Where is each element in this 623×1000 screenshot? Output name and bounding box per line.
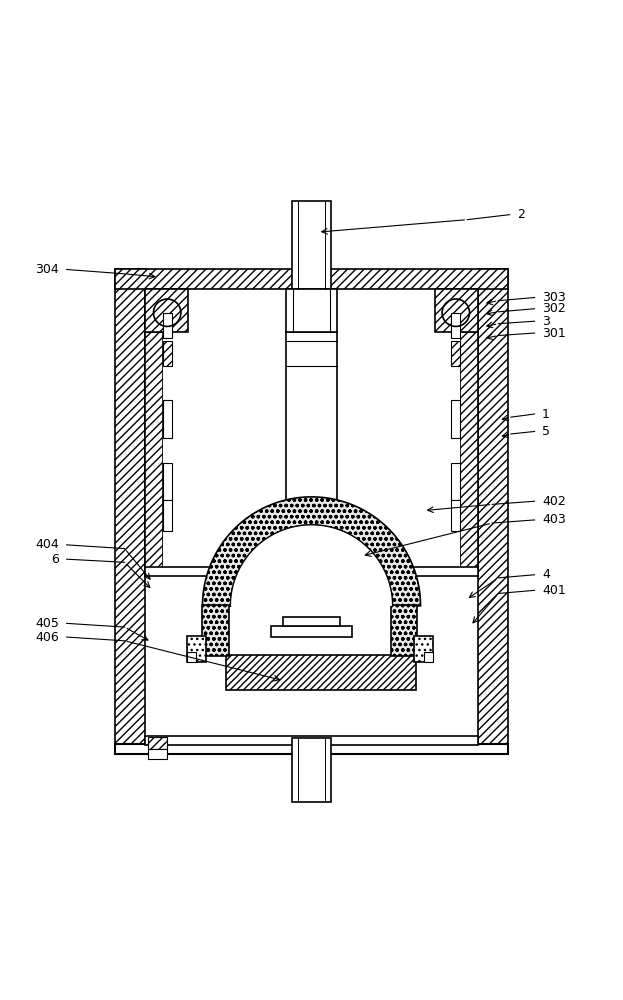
Bar — [391, 605, 417, 656]
Text: 4: 4 — [542, 568, 550, 581]
Text: 402: 402 — [542, 495, 566, 508]
Bar — [451, 463, 460, 500]
Text: 403: 403 — [542, 513, 566, 526]
Bar — [163, 341, 172, 366]
Polygon shape — [231, 525, 392, 606]
Bar — [435, 289, 478, 332]
Polygon shape — [202, 497, 421, 606]
Bar — [453, 332, 460, 569]
Bar — [115, 744, 508, 754]
Text: 404: 404 — [36, 538, 59, 551]
Bar — [451, 400, 460, 438]
Bar — [148, 749, 167, 759]
Bar — [187, 652, 196, 662]
Bar — [163, 313, 172, 338]
Bar — [148, 737, 167, 749]
Text: 2: 2 — [517, 208, 525, 221]
Bar — [115, 269, 145, 754]
Bar — [460, 332, 478, 569]
Bar — [451, 341, 460, 366]
Bar — [271, 626, 352, 637]
Bar — [163, 500, 172, 531]
Bar — [163, 463, 172, 500]
Bar — [424, 652, 433, 662]
Bar — [451, 500, 460, 531]
Bar — [115, 269, 508, 289]
Bar — [163, 332, 170, 569]
Bar — [292, 738, 331, 802]
Bar — [414, 636, 433, 662]
Bar — [451, 313, 460, 338]
Bar — [226, 655, 416, 690]
Bar — [145, 332, 163, 569]
Bar — [283, 617, 340, 626]
Text: 303: 303 — [542, 291, 566, 304]
Text: 301: 301 — [542, 327, 566, 340]
Text: 3: 3 — [542, 315, 550, 328]
Text: 6: 6 — [51, 553, 59, 566]
Bar — [292, 201, 331, 289]
Bar — [286, 289, 337, 332]
Text: 1: 1 — [542, 408, 550, 421]
Text: 5: 5 — [542, 425, 550, 438]
Bar — [187, 636, 206, 662]
Text: 406: 406 — [36, 631, 59, 644]
Bar — [202, 605, 229, 656]
Bar — [145, 567, 478, 576]
Text: 401: 401 — [542, 584, 566, 597]
Text: 405: 405 — [36, 617, 59, 630]
Bar — [163, 400, 172, 438]
Text: 302: 302 — [542, 302, 566, 315]
Bar — [478, 269, 508, 754]
Bar — [286, 332, 337, 531]
Bar — [145, 736, 478, 745]
Bar — [145, 289, 188, 332]
Text: 304: 304 — [36, 263, 59, 276]
